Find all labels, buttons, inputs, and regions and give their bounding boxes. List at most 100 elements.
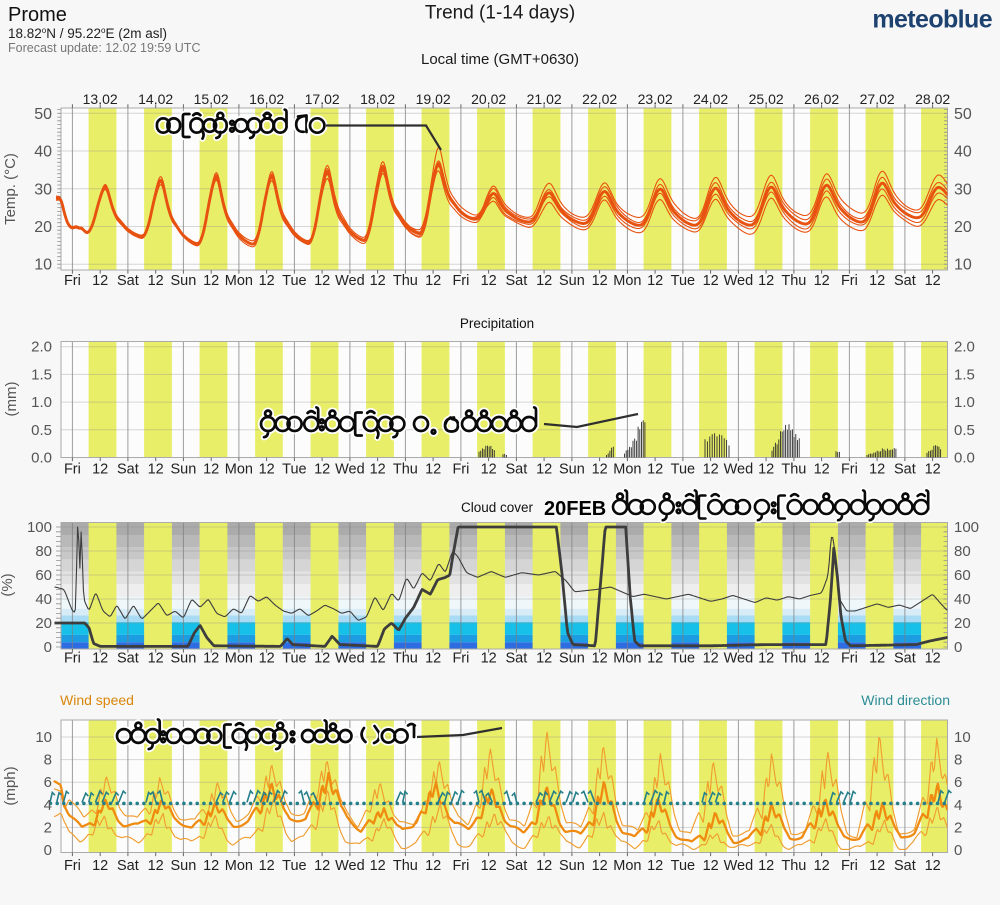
svg-text:Wind direction: Wind direction — [861, 692, 950, 708]
svg-text:Mon: Mon — [613, 462, 641, 478]
svg-text:12: 12 — [370, 462, 386, 478]
svg-text:Thu: Thu — [781, 462, 806, 478]
svg-text:Sat: Sat — [894, 462, 916, 478]
svg-text:Tue: Tue — [282, 858, 306, 874]
svg-text:Fri: Fri — [64, 462, 81, 478]
svg-text:Sun: Sun — [170, 462, 196, 478]
svg-text:12: 12 — [481, 273, 497, 289]
svg-text:Forecast update: 12.02 19:59 U: Forecast update: 12.02 19:59 UTC — [8, 41, 200, 55]
svg-text:40: 40 — [34, 144, 52, 161]
svg-text:Wed: Wed — [335, 273, 365, 289]
svg-text:10: 10 — [954, 257, 972, 274]
svg-text:Fri: Fri — [452, 462, 469, 478]
svg-text:1.0: 1.0 — [954, 394, 975, 411]
svg-text:12: 12 — [425, 273, 441, 289]
svg-text:40: 40 — [954, 591, 971, 608]
svg-text:12: 12 — [92, 273, 108, 289]
svg-text:20: 20 — [35, 615, 52, 632]
svg-text:Wed: Wed — [335, 462, 365, 478]
svg-text:30: 30 — [34, 181, 52, 198]
svg-text:14.02: 14.02 — [138, 91, 173, 107]
svg-text:Wind speed: Wind speed — [60, 692, 134, 708]
svg-text:20FEB: 20FEB — [544, 498, 606, 520]
svg-text:Mon: Mon — [613, 858, 641, 874]
svg-text:Fri: Fri — [841, 273, 858, 289]
svg-text:12: 12 — [314, 651, 330, 667]
svg-text:1.5: 1.5 — [954, 366, 975, 383]
svg-text:12: 12 — [647, 651, 663, 667]
svg-text:12: 12 — [259, 858, 275, 874]
svg-text:12: 12 — [425, 858, 441, 874]
svg-text:12: 12 — [592, 273, 608, 289]
svg-text:(%): (%) — [0, 573, 16, 596]
svg-text:2: 2 — [954, 819, 962, 836]
svg-text:Sun: Sun — [559, 273, 585, 289]
svg-text:80: 80 — [35, 543, 52, 560]
svg-text:12: 12 — [148, 858, 164, 874]
svg-text:Temp. (°C): Temp. (°C) — [2, 153, 19, 225]
svg-text:Thu: Thu — [393, 651, 418, 667]
svg-text:12: 12 — [758, 462, 774, 478]
svg-text:Mon: Mon — [225, 462, 253, 478]
svg-text:12: 12 — [314, 462, 330, 478]
svg-text:12: 12 — [536, 651, 552, 667]
svg-text:12: 12 — [814, 651, 830, 667]
svg-text:12: 12 — [259, 651, 275, 667]
svg-text:2.0: 2.0 — [31, 339, 52, 356]
svg-text:Sat: Sat — [506, 858, 528, 874]
svg-text:12: 12 — [758, 651, 774, 667]
svg-text:Wed: Wed — [335, 651, 365, 667]
svg-text:Sun: Sun — [559, 858, 585, 874]
svg-text:Mon: Mon — [225, 858, 253, 874]
svg-text:50: 50 — [34, 106, 52, 123]
svg-text:12: 12 — [869, 273, 885, 289]
svg-text:80: 80 — [954, 543, 971, 560]
svg-text:22.02: 22.02 — [582, 91, 617, 107]
svg-text:0.0: 0.0 — [954, 450, 975, 467]
svg-text:Fri: Fri — [64, 858, 81, 874]
svg-text:18.02: 18.02 — [360, 91, 395, 107]
svg-text:18.82oN / 95.22oE (2m asl): 18.82oN / 95.22oE (2m asl) — [8, 26, 167, 41]
svg-text:12: 12 — [481, 858, 497, 874]
svg-text:12: 12 — [925, 651, 941, 667]
svg-text:(mph): (mph) — [2, 766, 19, 805]
svg-text:Sat: Sat — [506, 462, 528, 478]
svg-text:60: 60 — [954, 567, 971, 584]
svg-text:Sun: Sun — [559, 651, 585, 667]
svg-text:Thu: Thu — [393, 273, 418, 289]
svg-text:27.02: 27.02 — [860, 91, 895, 107]
svg-text:8: 8 — [44, 752, 52, 769]
svg-text:Mon: Mon — [225, 651, 253, 667]
svg-text:Sat: Sat — [117, 273, 139, 289]
svg-text:Tue: Tue — [282, 462, 306, 478]
svg-text:16.02: 16.02 — [249, 91, 284, 107]
svg-text:0.5: 0.5 — [954, 422, 975, 439]
svg-text:6: 6 — [954, 774, 962, 791]
svg-text:12: 12 — [314, 858, 330, 874]
svg-text:Sat: Sat — [117, 858, 139, 874]
svg-text:Mon: Mon — [225, 273, 253, 289]
svg-text:Trend (1-14 days): Trend (1-14 days) — [425, 3, 575, 24]
svg-text:12: 12 — [814, 462, 830, 478]
svg-text:12: 12 — [481, 651, 497, 667]
svg-text:12: 12 — [148, 651, 164, 667]
svg-text:20.02: 20.02 — [471, 91, 506, 107]
svg-text:60: 60 — [35, 567, 52, 584]
svg-text:Mon: Mon — [613, 651, 641, 667]
svg-text:12: 12 — [370, 651, 386, 667]
svg-text:12: 12 — [592, 858, 608, 874]
svg-text:12: 12 — [647, 462, 663, 478]
svg-text:0: 0 — [954, 842, 962, 859]
svg-text:40: 40 — [35, 591, 52, 608]
svg-text:12: 12 — [703, 858, 719, 874]
svg-text:Tue: Tue — [282, 273, 306, 289]
svg-text:Prome: Prome — [8, 4, 67, 26]
svg-text:100: 100 — [954, 519, 979, 536]
svg-text:Tue: Tue — [282, 651, 306, 667]
svg-text:12: 12 — [148, 273, 164, 289]
svg-text:12: 12 — [703, 462, 719, 478]
svg-text:Tue: Tue — [671, 462, 695, 478]
svg-text:Sat: Sat — [894, 858, 916, 874]
svg-text:10: 10 — [954, 729, 971, 746]
svg-text:0.5: 0.5 — [31, 422, 52, 439]
